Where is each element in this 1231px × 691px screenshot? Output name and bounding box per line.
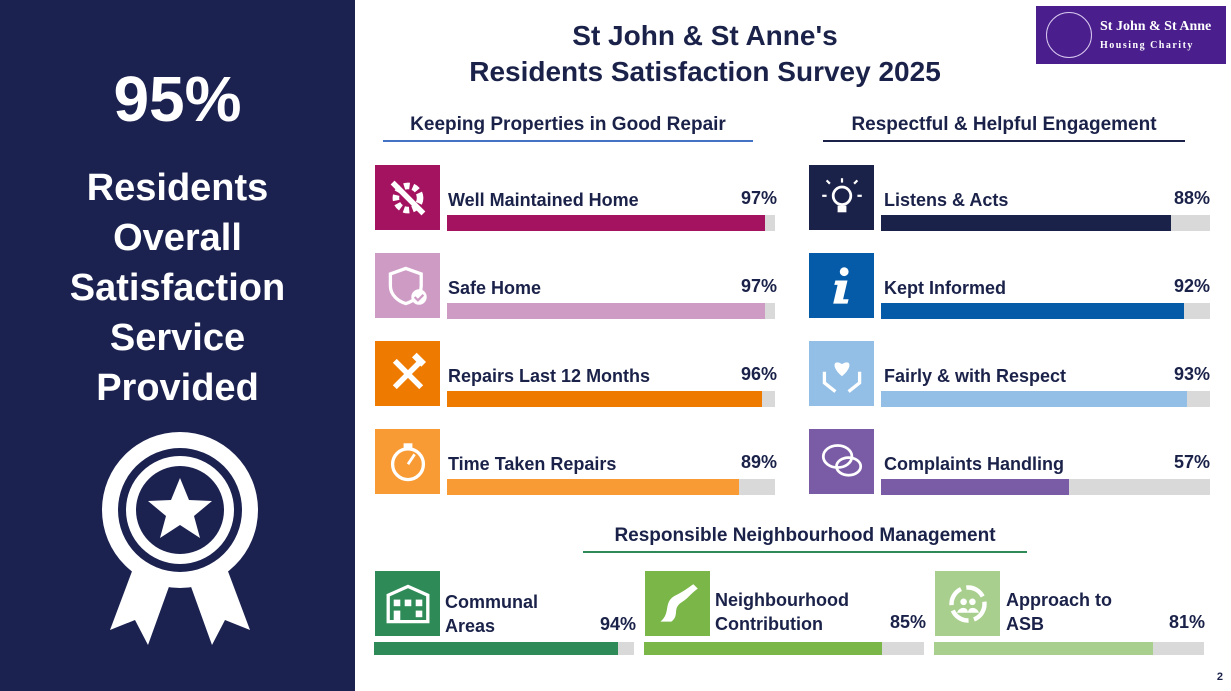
page-title: St John & St Anne's Residents Satisfacti… [380,18,1030,90]
shield-check-icon [375,253,440,318]
metric-value: 92% [1173,276,1210,296]
info-icon [809,253,874,318]
bar-track [881,479,1210,495]
community-icon [935,571,1000,636]
bar-fill [374,642,619,655]
logo-line-2: Housing Charity [1100,40,1194,51]
overall-percentage: 95% [113,63,242,135]
metric-value: 88% [1173,188,1210,208]
bar-track [447,391,775,407]
bar-fill [447,391,762,407]
metric-value: 97% [740,276,777,296]
bar-fill [447,215,766,231]
bar-fill [644,642,882,655]
metric-label: Repairs Last 12 Months [448,366,651,386]
metric-value: 81% [1168,612,1205,632]
metric-value: 89% [740,452,777,472]
seal-icon [1046,12,1092,58]
metric-label: Fairly & with Respect [884,366,1067,386]
stopwatch-icon [375,429,440,494]
metric-value: 94% [599,614,636,634]
bar-fill [934,642,1153,655]
charity-logo: St John & St Anne Housing Charity [1036,6,1226,64]
metric-value: 97% [740,188,777,208]
metric-value: 96% [740,364,777,384]
speech-bubbles-icon [809,429,874,494]
title-line-2: Residents Satisfaction Survey 2025 [469,56,941,87]
overall-label: Residents Overall Satisfaction Service P… [69,167,286,409]
bar-track [881,303,1210,319]
gear-wrench-icon [375,165,440,230]
metric-value: 57% [1173,452,1210,472]
metric-label: Kept Informed [884,278,1007,298]
metric-label: Well Maintained Home [448,190,639,210]
bar-track [447,215,775,231]
overall-satisfaction-panel: 95% Residents Overall Satisfaction Servi… [0,0,355,691]
bar-track [374,642,634,655]
bar-fill [881,215,1171,231]
bar-fill [881,391,1187,407]
award-rosette-icon [102,432,258,645]
road-icon [645,571,710,636]
metric-label: Communal Areas [445,592,539,636]
bar-track [447,303,775,319]
section-title: Keeping Properties in Good Repair [383,114,753,142]
bar-track [881,391,1210,407]
bar-fill [447,479,739,495]
logo-line-1: St John & St Anne [1100,19,1212,34]
metric-label: Listens & Acts [884,190,1009,210]
metric-value: 93% [1173,364,1210,384]
bar-fill [881,303,1184,319]
metric-label: Neighbourhood Contribution [715,590,849,634]
metric-label: Approach to ASB [1006,590,1112,634]
hammer-wrench-icon [375,341,440,406]
lightbulb-icon [809,165,874,230]
section-title: Respectful & Helpful Engagement [823,114,1185,142]
page-number: 2 [1216,671,1223,683]
heart-hands-icon [809,341,874,406]
metric-label: Complaints Handling [884,454,1064,474]
bar-track [881,215,1210,231]
metric-value: 85% [889,612,926,632]
section-title: Responsible Neighbourhood Management [583,525,1027,553]
bar-track [644,642,924,655]
metric-label: Safe Home [448,278,542,298]
bar-fill [881,479,1069,495]
building-icon [375,571,440,636]
bar-track [447,479,775,495]
title-line-1: St John & St Anne's [572,20,838,51]
bar-fill [447,303,766,319]
bar-track [934,642,1204,655]
metric-label: Time Taken Repairs [448,454,617,474]
